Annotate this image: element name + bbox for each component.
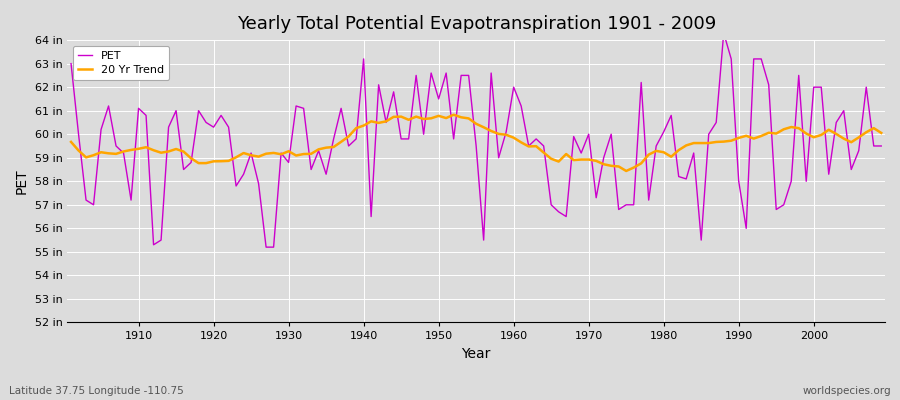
PET xyxy=(343,144,354,148)
PET xyxy=(261,245,272,250)
PET xyxy=(66,61,77,66)
20 Yr Trend xyxy=(621,168,632,173)
20 Yr Trend xyxy=(291,153,302,158)
Y-axis label: PET: PET xyxy=(15,168,29,194)
PET xyxy=(606,132,616,137)
20 Yr Trend xyxy=(126,148,137,152)
PET xyxy=(718,31,729,36)
20 Yr Trend xyxy=(516,140,526,145)
X-axis label: Year: Year xyxy=(462,347,490,361)
20 Yr Trend xyxy=(508,135,519,140)
20 Yr Trend xyxy=(876,130,886,135)
20 Yr Trend xyxy=(606,164,616,168)
Legend: PET, 20 Yr Trend: PET, 20 Yr Trend xyxy=(73,46,169,80)
Text: worldspecies.org: worldspecies.org xyxy=(803,386,891,396)
Title: Yearly Total Potential Evapotranspiration 1901 - 2009: Yearly Total Potential Evapotranspiratio… xyxy=(237,15,716,33)
PET xyxy=(126,198,137,202)
PET xyxy=(508,85,519,90)
20 Yr Trend xyxy=(336,140,346,144)
PET xyxy=(516,104,526,108)
Text: Latitude 37.75 Longitude -110.75: Latitude 37.75 Longitude -110.75 xyxy=(9,386,184,396)
20 Yr Trend xyxy=(448,112,459,117)
PET xyxy=(876,144,886,148)
Line: PET: PET xyxy=(71,33,881,247)
PET xyxy=(298,106,309,111)
20 Yr Trend xyxy=(66,140,77,144)
Line: 20 Yr Trend: 20 Yr Trend xyxy=(71,115,881,171)
